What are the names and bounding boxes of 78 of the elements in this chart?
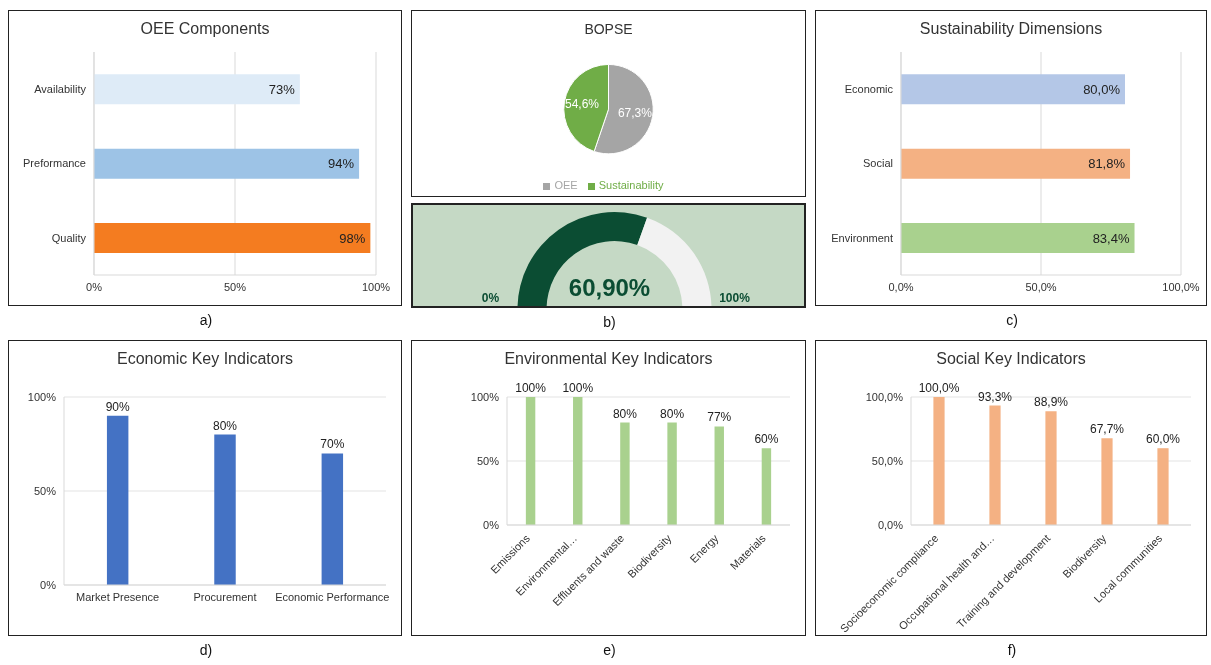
bar bbox=[1045, 411, 1057, 525]
data-label: 67,7% bbox=[1089, 422, 1125, 437]
y-tick-label: 50% bbox=[476, 454, 500, 467]
x-tick-label: 0,0% bbox=[888, 280, 914, 293]
bar bbox=[94, 74, 300, 105]
data-label: 100,0% bbox=[918, 381, 960, 395]
data-label: 81,8% bbox=[1088, 156, 1126, 172]
bar bbox=[94, 222, 371, 253]
bar bbox=[94, 148, 360, 179]
data-label: 88,9% bbox=[1033, 395, 1069, 410]
y-tick-label: 100,0% bbox=[865, 390, 904, 403]
legend-label: OEE bbox=[554, 179, 578, 191]
data-label: 93,3% bbox=[977, 389, 1013, 404]
chart-title: Economic Key Indicators bbox=[115, 349, 295, 369]
bar bbox=[620, 422, 630, 525]
data-label: 90% bbox=[105, 399, 130, 414]
data-label: 80,0% bbox=[1083, 81, 1121, 97]
x-tick-label: Market Presence bbox=[76, 590, 160, 603]
bar bbox=[1157, 448, 1169, 525]
bar bbox=[933, 397, 945, 525]
y-tick-label: Quality bbox=[51, 231, 87, 244]
text: 100% bbox=[719, 291, 751, 305]
y-tick-label: 100% bbox=[27, 390, 57, 403]
data-label: 77% bbox=[707, 410, 732, 425]
data-label: 98% bbox=[339, 230, 366, 246]
y-tick-label: 0,0% bbox=[877, 518, 904, 531]
data-label: 54,6% bbox=[565, 96, 600, 111]
bar bbox=[525, 397, 536, 525]
data-label: 73% bbox=[268, 81, 296, 97]
data-label: 60% bbox=[754, 432, 779, 447]
x-tick-label: 50% bbox=[223, 280, 247, 293]
data-label: 80% bbox=[212, 418, 238, 433]
x-tick-label: 50,0% bbox=[1025, 280, 1057, 293]
chart-title: Sustainability Dimensions bbox=[918, 19, 1104, 39]
bar bbox=[573, 397, 583, 525]
x-tick-label: 0% bbox=[86, 280, 103, 293]
x-tick-label: 100,0% bbox=[1162, 280, 1200, 293]
bar bbox=[1101, 438, 1113, 525]
y-tick-label: 50% bbox=[33, 484, 57, 497]
data-label: 60,90% bbox=[568, 274, 651, 301]
y-tick-label: 50,0% bbox=[871, 454, 904, 467]
x-tick-label: Procurement bbox=[193, 590, 257, 603]
chart-title: Social Key Indicators bbox=[935, 349, 1087, 369]
text: e) bbox=[602, 642, 617, 658]
chart-title: BOPSE bbox=[583, 20, 634, 39]
y-tick-label: 100% bbox=[470, 390, 500, 403]
y-tick-label: Environment bbox=[831, 231, 893, 244]
bar bbox=[761, 448, 772, 525]
text: d) bbox=[198, 642, 214, 658]
data-label: 100% bbox=[562, 381, 594, 395]
data-label: 70% bbox=[320, 437, 345, 452]
x-tick-label: Economic Performance bbox=[275, 590, 390, 603]
legend-label: Sustainability bbox=[598, 179, 664, 191]
text: c) bbox=[1005, 312, 1019, 328]
data-label: 80% bbox=[612, 406, 638, 421]
data-label: 83,4% bbox=[1092, 230, 1130, 246]
bar bbox=[667, 422, 677, 525]
text: b) bbox=[602, 314, 617, 330]
y-tick-label: Social bbox=[863, 157, 893, 170]
bar bbox=[321, 453, 344, 585]
data-label: 100% bbox=[515, 381, 547, 395]
bar bbox=[214, 434, 236, 585]
data-label: 94% bbox=[328, 156, 355, 172]
y-tick-label: 0% bbox=[483, 518, 500, 531]
y-tick-label: Economic bbox=[844, 83, 894, 96]
bar bbox=[106, 415, 129, 585]
data-label: 60,0% bbox=[1145, 432, 1181, 447]
bar bbox=[714, 426, 724, 525]
bar bbox=[989, 405, 1001, 525]
chart-title: OEE Components bbox=[139, 19, 271, 39]
text: f) bbox=[1006, 642, 1018, 658]
data-label: 67,3% bbox=[617, 105, 653, 120]
x-tick-label: 100% bbox=[361, 280, 391, 293]
text: a) bbox=[198, 312, 214, 328]
data-label: 80% bbox=[660, 406, 685, 421]
y-tick-label: Preformance bbox=[23, 157, 86, 170]
y-tick-label: Availability bbox=[34, 83, 87, 96]
chart-title: Environmental Key Indicators bbox=[503, 349, 714, 369]
